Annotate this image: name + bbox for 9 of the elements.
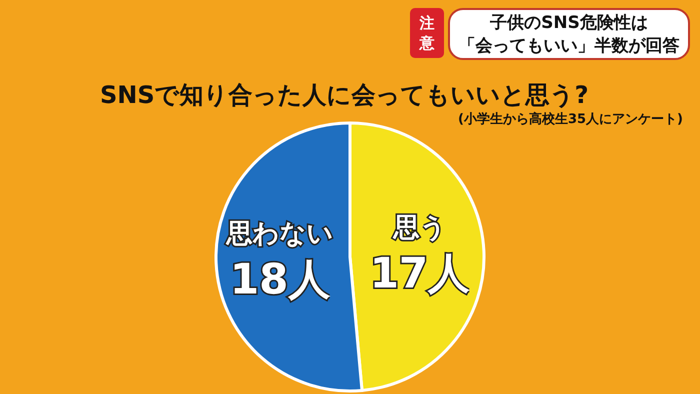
slice-label: 思わない: [226, 219, 334, 250]
chart-title: SNSで知り合った人に会ってもいいと思う?: [100, 81, 589, 109]
text: 注意: [418, 14, 436, 52]
data-label: 17人: [370, 248, 470, 298]
slice-label: 思う: [392, 212, 446, 243]
text: 子供のSNS危険性は: [489, 13, 648, 33]
text: 「会ってもいい」半数が回答: [458, 36, 680, 56]
data-label: 18人: [230, 254, 330, 304]
text: (小学生から高校生35人にアンケート): [458, 111, 684, 127]
